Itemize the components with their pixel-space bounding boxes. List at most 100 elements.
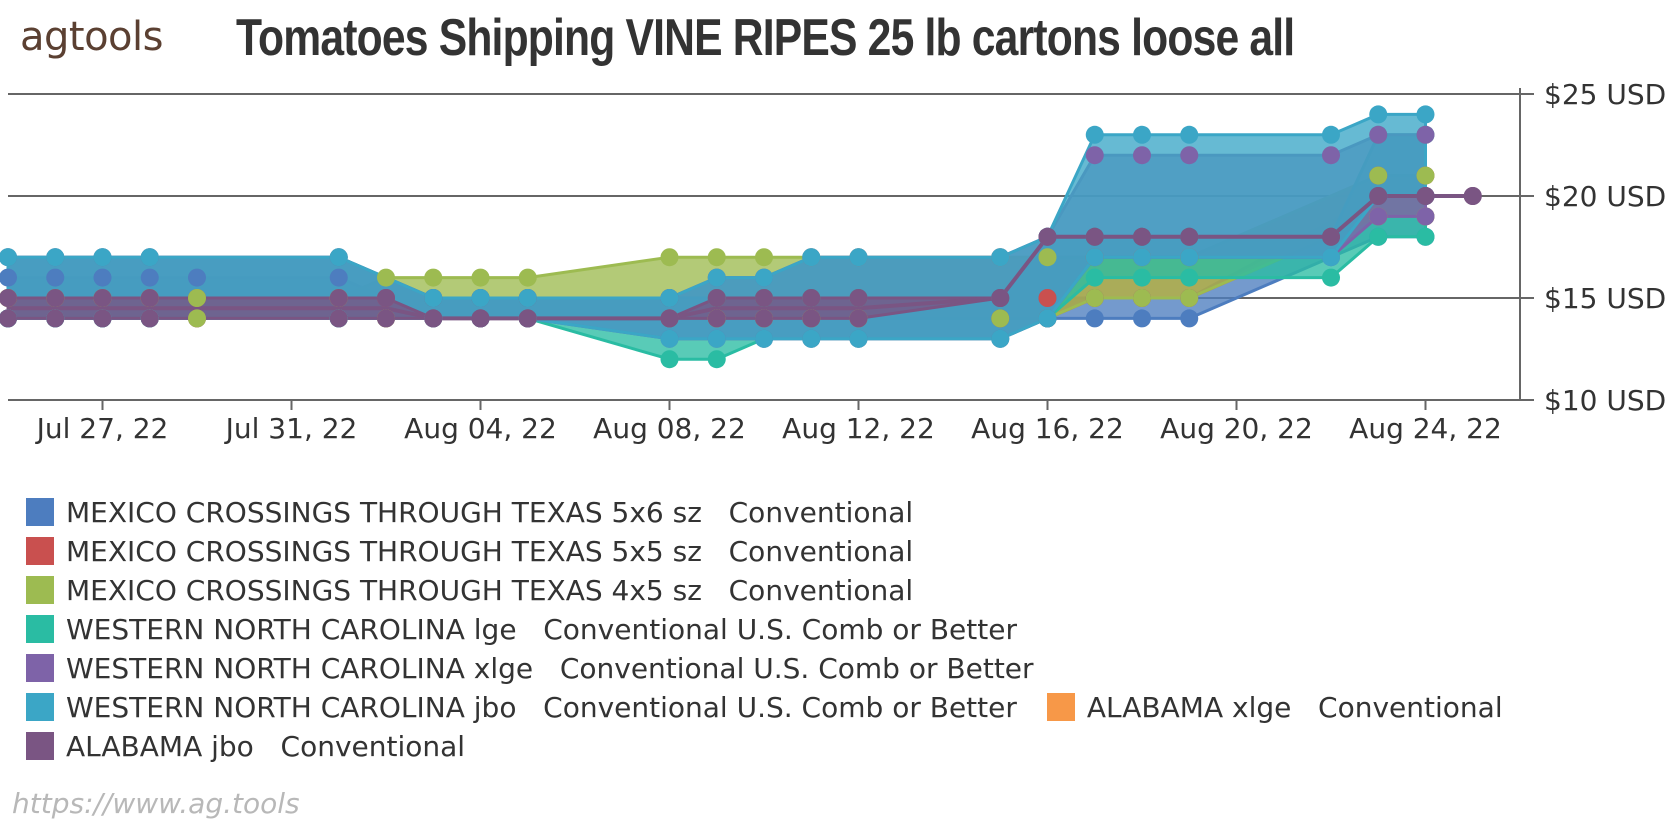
data-point-high bbox=[424, 268, 443, 287]
data-point-high bbox=[707, 289, 726, 307]
data-point-high bbox=[849, 289, 868, 307]
data-point-low bbox=[707, 350, 726, 369]
data-point-low bbox=[46, 309, 65, 328]
price-chart: $10 USD $15 USD $20 USD $25 USD Jul 27, 22 Ju… bbox=[0, 78, 1666, 445]
data-point-high bbox=[1180, 146, 1199, 165]
x-tick-label: Aug 08, 22 bbox=[593, 412, 746, 445]
data-point-high bbox=[140, 289, 159, 307]
data-point-low bbox=[1322, 248, 1340, 267]
data-point-low bbox=[1085, 289, 1104, 307]
legend-item[interactable]: WESTERN NORTH CAROLINA lge Conventional … bbox=[26, 612, 1666, 646]
data-point-high bbox=[1038, 289, 1057, 307]
data-point-high bbox=[802, 248, 821, 267]
data-point-high bbox=[1180, 227, 1199, 246]
x-tick-label: Aug 16, 22 bbox=[971, 412, 1124, 445]
data-point-high bbox=[755, 268, 773, 287]
legend-item[interactable]: WESTERN NORTH CAROLINA xlge Conventional… bbox=[26, 651, 1666, 685]
legend-swatch bbox=[26, 537, 54, 565]
data-point-low bbox=[1322, 268, 1340, 287]
data-point-high bbox=[46, 268, 65, 287]
legend-label: MEXICO CROSSINGS THROUGH TEXAS 4x5 sz Co… bbox=[66, 573, 914, 607]
data-point-low bbox=[849, 329, 868, 348]
data-point-low bbox=[1180, 289, 1199, 307]
legend-item[interactable]: MEXICO CROSSINGS THROUGH TEXAS 4x5 sz Co… bbox=[26, 573, 1666, 607]
data-point-low bbox=[377, 309, 395, 328]
data-point-high bbox=[1416, 105, 1435, 124]
data-point-low bbox=[0, 309, 17, 328]
legend-swatch bbox=[26, 732, 54, 760]
data-point-low bbox=[1416, 227, 1435, 246]
data-point-high bbox=[1322, 227, 1340, 246]
data-point-low bbox=[93, 309, 112, 328]
data-point-high bbox=[1416, 125, 1435, 144]
legend-swatch bbox=[26, 693, 54, 721]
data-point-low bbox=[802, 329, 821, 348]
y-tick-label: $10 USD bbox=[1544, 384, 1666, 417]
data-point-low bbox=[1085, 309, 1104, 328]
data-point-high bbox=[1416, 187, 1435, 205]
legend-swatch bbox=[26, 615, 54, 643]
data-point-high bbox=[1180, 125, 1199, 144]
data-point-high bbox=[93, 248, 112, 267]
chart-title: Tomatoes Shipping VINE RIPES 25 lb carto… bbox=[236, 9, 1295, 67]
data-point-low bbox=[707, 329, 726, 348]
data-point-low bbox=[1038, 309, 1057, 328]
data-point-high bbox=[329, 289, 348, 307]
legend-item[interactable]: MEXICO CROSSINGS THROUGH TEXAS 5x6 sz Co… bbox=[26, 495, 1666, 529]
data-point-low bbox=[1133, 289, 1151, 307]
legend-label: ALABAMA xlge Conventional bbox=[1086, 690, 1503, 724]
legend-swatch bbox=[26, 498, 54, 526]
data-point-low bbox=[1180, 248, 1199, 267]
y-tick-label: $20 USD bbox=[1544, 180, 1666, 213]
legend-item[interactable]: MEXICO CROSSINGS THROUGH TEXAS 5x5 sz Co… bbox=[26, 535, 1666, 568]
data-point-high bbox=[755, 248, 773, 267]
source-url[interactable]: https://www.ag.tools bbox=[12, 787, 300, 820]
legend-item[interactable]: ALABAMA xlge Conventional bbox=[1046, 690, 1503, 724]
data-point-low bbox=[1133, 309, 1151, 328]
data-point-high bbox=[518, 289, 537, 307]
data-point-high bbox=[1369, 125, 1388, 144]
data-point-low bbox=[1180, 309, 1199, 328]
data-point-low bbox=[849, 309, 868, 328]
data-point-high bbox=[1133, 125, 1151, 144]
data-point-low bbox=[1133, 248, 1151, 267]
data-point-low bbox=[755, 329, 773, 348]
data-point-high bbox=[46, 248, 65, 267]
legend-label: WESTERN NORTH CAROLINA xlge Conventional… bbox=[66, 651, 1034, 685]
legend-label: MEXICO CROSSINGS THROUGH TEXAS 5x6 sz Co… bbox=[66, 495, 914, 529]
data-point-high bbox=[849, 248, 868, 267]
data-point-high bbox=[1463, 187, 1482, 205]
data-point-high bbox=[1322, 146, 1340, 165]
data-point-high bbox=[93, 289, 112, 307]
data-point-high bbox=[1085, 146, 1104, 165]
data-point-high bbox=[1085, 125, 1104, 144]
series-points bbox=[0, 105, 1482, 369]
data-point-high bbox=[188, 289, 206, 307]
data-point-low bbox=[802, 309, 821, 328]
data-point-high bbox=[377, 268, 395, 287]
data-point-low bbox=[1180, 268, 1199, 287]
data-point-low bbox=[707, 309, 726, 328]
legend-label: WESTERN NORTH CAROLINA lge Conventional … bbox=[66, 612, 1017, 646]
data-point-high bbox=[1085, 227, 1104, 246]
x-tick-label: Aug 04, 22 bbox=[404, 412, 557, 445]
data-point-high bbox=[518, 309, 537, 328]
y-tick-label: $15 USD bbox=[1544, 282, 1666, 315]
y-tick-label: $25 USD bbox=[1544, 78, 1666, 111]
data-point-high bbox=[377, 289, 395, 307]
legend-item[interactable]: ALABAMA jbo Conventional bbox=[26, 729, 1666, 763]
data-point-high bbox=[424, 289, 443, 307]
legend-swatch bbox=[1046, 693, 1075, 721]
data-point-low bbox=[660, 329, 679, 348]
data-point-high bbox=[802, 289, 821, 307]
data-point-high bbox=[1416, 166, 1435, 185]
legend-label: ALABAMA jbo Conventional bbox=[66, 729, 466, 763]
data-point-high bbox=[518, 268, 537, 287]
data-point-high bbox=[1369, 166, 1388, 185]
data-point-high bbox=[188, 268, 206, 287]
data-point-high bbox=[1133, 227, 1151, 246]
legend-item[interactable]: WESTERN NORTH CAROLINA jbo Conventional … bbox=[26, 690, 1017, 724]
data-point-high bbox=[1322, 125, 1340, 144]
data-point-low bbox=[755, 309, 773, 328]
legend-label: WESTERN NORTH CAROLINA jbo Conventional … bbox=[66, 690, 1017, 724]
